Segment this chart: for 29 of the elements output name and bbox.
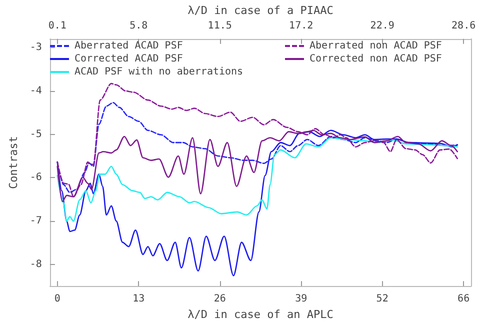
legend-label: Aberrated non ACAD PSF [310, 40, 442, 52]
y-tick-label: -3 [30, 42, 42, 54]
x-tick-label: 39 [295, 294, 308, 305]
x2-tick-label: 22.9 [370, 20, 394, 32]
x-tick-label: 26 [214, 294, 226, 305]
legend-label: ACAD PSF with no aberrations [74, 66, 244, 78]
line-series [56, 137, 458, 222]
x-tick-label: 13 [132, 294, 145, 305]
y-axis-title: Contrast [7, 136, 20, 189]
x-tick-label: 0 [54, 294, 60, 305]
y-tick-label: -8 [30, 258, 42, 270]
x-tick-label: 66 [458, 294, 470, 305]
y-tick-label: -4 [30, 85, 42, 96]
x2-tick-label: 5.8 [130, 20, 148, 32]
line-series [56, 102, 458, 194]
x2-tick-label: 11.5 [208, 20, 232, 32]
y-tick-label: -5 [30, 128, 42, 140]
legend-label: Aberrated ACAD PSF [74, 40, 183, 52]
legend-label: Corrected non ACAD PSF [310, 54, 442, 64]
y-tick-label: -7 [30, 216, 42, 227]
x-tick-label: 52 [376, 294, 388, 305]
x2-tick-label: 17.2 [289, 20, 314, 32]
y-tick-label: -6 [30, 172, 42, 184]
x-axis-title: λ/D in case of an APLC [188, 308, 334, 321]
x2-axis-title: λ/D in case of a PIAAC [188, 4, 334, 17]
x2-tick-label: 0.1 [48, 20, 66, 32]
legend-label: Corrected ACAD PSF [74, 54, 183, 64]
line-series [56, 130, 458, 276]
x2-tick-label: 28.6 [452, 20, 476, 32]
